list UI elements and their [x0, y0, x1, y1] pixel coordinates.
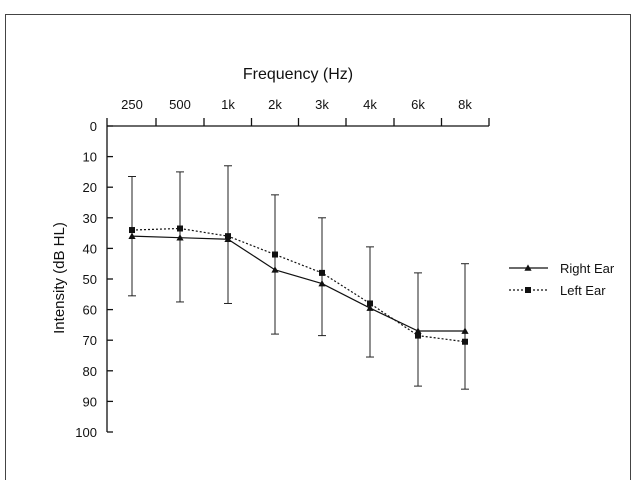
point-left-ear: [129, 227, 135, 234]
y-tick-label: 50: [83, 272, 97, 287]
point-left-ear: [367, 300, 373, 307]
series-line-left-ear: [131, 227, 466, 343]
x-tick-label: 4k: [363, 97, 377, 112]
point-left-ear: [225, 233, 231, 240]
point-right-ear: [414, 327, 422, 334]
y-tick-label: 0: [90, 119, 97, 134]
x-tick-label: 6k: [411, 97, 425, 112]
point-left-ear: [319, 269, 325, 276]
point-left-ear: [177, 225, 183, 232]
axes: 250 500 1k 2k 3k 4k 6k 8k 0 10 20 30 40 50 60 70 80 90 100: [75, 97, 490, 440]
legend-marker: [524, 264, 532, 271]
y-tick-label: 90: [83, 394, 97, 409]
x-tick-label: 2k: [268, 97, 282, 112]
chart-frame: [5, 14, 631, 480]
y-tick-label: 100: [75, 425, 97, 440]
error-bars: [128, 165, 469, 390]
legend-marker: [525, 287, 531, 293]
y-tick-label: 40: [83, 241, 97, 256]
y-tick-label: 70: [83, 333, 97, 348]
y-axis-label: Intensity (dB HL): [51, 222, 68, 334]
y-tick-label: 60: [83, 303, 97, 318]
legend-label: Left Ear: [560, 283, 606, 298]
legend: Right Ear Left Ear: [509, 261, 615, 298]
point-right-ear: [271, 266, 279, 273]
y-tick-label: 20: [83, 180, 97, 195]
point-left-ear: [462, 338, 468, 345]
series-line-right-ear: [131, 235, 465, 332]
point-right-ear: [461, 327, 469, 334]
y-tick-label: 80: [83, 364, 97, 379]
x-tick-label: 8k: [458, 97, 472, 112]
point-left-ear: [415, 332, 421, 339]
y-tick-label: 10: [83, 150, 97, 165]
point-left-ear: [272, 251, 278, 258]
point-right-ear: [176, 234, 184, 241]
legend-label: Right Ear: [560, 261, 615, 276]
series-group: [128, 225, 469, 345]
chart-title: Frequency (Hz): [243, 66, 353, 83]
x-tick-label: 1k: [221, 97, 235, 112]
x-tick-label: 250: [121, 97, 143, 112]
point-right-ear: [366, 304, 374, 311]
point-right-ear: [128, 232, 136, 239]
y-tick-label: 30: [83, 211, 97, 226]
x-tick-label: 500: [169, 97, 191, 112]
x-tick-label: 3k: [315, 97, 329, 112]
point-right-ear: [318, 279, 326, 287]
